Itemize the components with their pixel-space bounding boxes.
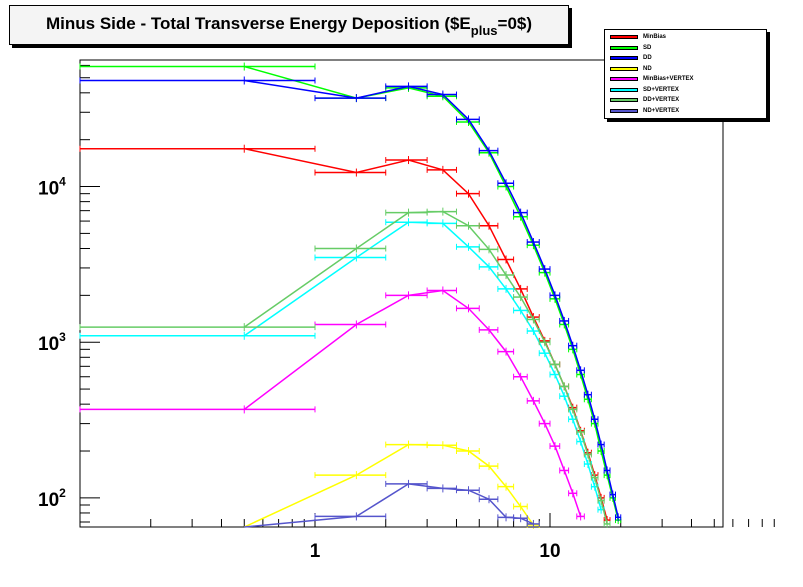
series-line xyxy=(243,443,535,528)
series-line xyxy=(243,289,582,517)
plot-area-border xyxy=(79,59,724,528)
legend-entry: MinBias+VERTEX xyxy=(605,75,766,85)
series-line xyxy=(244,147,608,521)
legend-entry: MinBias xyxy=(605,33,766,43)
legend-entry: SD+VERTEX xyxy=(605,86,766,96)
series-line xyxy=(244,65,619,521)
legend-label: ND xyxy=(643,65,652,72)
y-tick-label: 103 xyxy=(38,330,66,355)
tick-labels: 102 103 104 1 10 xyxy=(38,175,561,562)
chart-title-subscript: plus xyxy=(470,23,498,38)
chart-title-box: Minus Side - Total Transverse Energy Dep… xyxy=(9,5,569,45)
chart-title-main: Minus Side - Total Transverse Energy Dep… xyxy=(45,14,471,33)
series-nd-vertex xyxy=(244,479,540,528)
legend-entry: DD xyxy=(605,54,766,64)
series-nd xyxy=(243,440,540,529)
series-line xyxy=(244,79,619,518)
legend-label: DD+VERTEX xyxy=(643,97,680,103)
legend-swatch xyxy=(610,35,638,39)
series-minbias xyxy=(79,144,611,525)
legend-entry: ND xyxy=(605,65,766,75)
series-dd xyxy=(79,76,622,522)
series-line xyxy=(244,483,534,528)
legend-swatch xyxy=(610,87,638,92)
legend-label: ND+VERTEX xyxy=(643,107,680,114)
legend-swatch xyxy=(610,77,638,81)
y-tick-label: 104 xyxy=(38,175,66,200)
series-line xyxy=(243,221,602,510)
x-tick-label: 10 xyxy=(539,541,560,562)
legend-swatch xyxy=(610,56,638,60)
legend-swatch xyxy=(610,66,638,71)
legend-entry: DD+VERTEX xyxy=(605,96,766,106)
series-minbias-vertex xyxy=(79,286,585,521)
legend-swatch xyxy=(610,45,638,50)
legend: MinBias SD DD ND MinBias+VERTEX SD+VERTEX DD+V… xyxy=(604,29,767,119)
legend-label: DD xyxy=(643,55,652,61)
legend-entry: SD xyxy=(605,44,766,54)
series-dd-vertex xyxy=(79,207,611,528)
chart-title-tail: =0$) xyxy=(497,14,533,33)
series-sd xyxy=(79,62,622,525)
series-sd-vertex xyxy=(79,218,605,514)
series-group xyxy=(79,62,622,529)
legend-swatch xyxy=(610,108,638,113)
legend-entry: ND+VERTEX xyxy=(605,107,766,117)
legend-label: MinBias+VERTEX xyxy=(643,76,694,82)
legend-label: SD xyxy=(643,44,652,51)
y-tick-label: 102 xyxy=(38,486,66,511)
x-tick-label: 1 xyxy=(310,541,321,562)
legend-label: MinBias xyxy=(643,34,667,40)
plot-frame xyxy=(79,59,724,528)
chart-title: Minus Side - Total Transverse Energy Dep… xyxy=(10,14,568,38)
legend-label: SD+VERTEX xyxy=(643,86,679,93)
legend-swatch xyxy=(610,98,638,102)
